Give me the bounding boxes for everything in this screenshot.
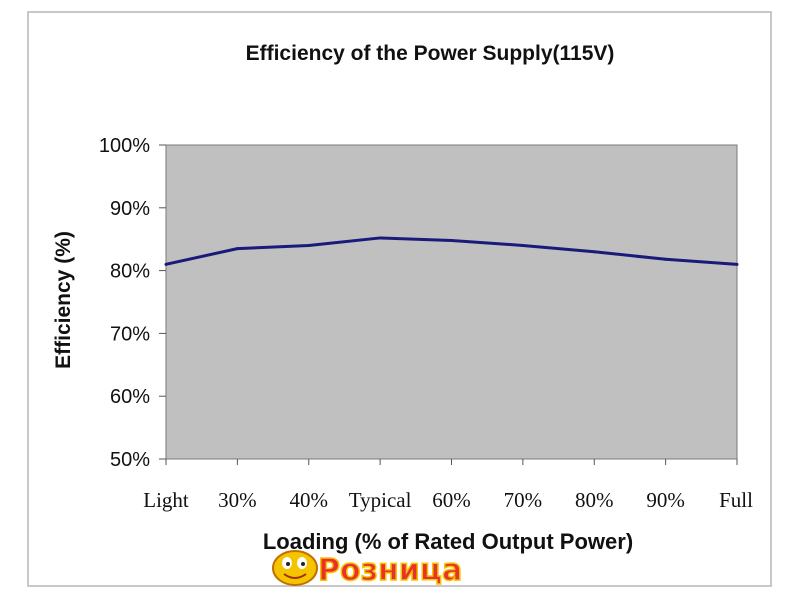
y-axis: 50% 60% 70% 80% 90% 100% [99, 135, 166, 471]
data-point [592, 250, 596, 254]
chart-title: Efficiency of the Power Supply(115V) [246, 42, 615, 65]
x-tick-label: 30% [218, 488, 257, 512]
x-tick-label: Full [719, 488, 753, 512]
data-point [307, 243, 311, 247]
data-point [164, 262, 168, 266]
y-tick-label: 70% [110, 323, 150, 345]
data-point [521, 243, 525, 247]
data-point [378, 236, 382, 240]
series-layer [164, 236, 739, 266]
x-axis-label: Loading (% of Rated Output Power) [263, 529, 633, 554]
x-tick-label: Light [143, 488, 189, 512]
x-axis: Light 30% 40% Typical 60% 70% 80% 90% Full [143, 459, 753, 512]
y-tick-label: 50% [110, 449, 150, 471]
data-point [735, 262, 739, 266]
x-tick-label: 80% [575, 488, 614, 512]
mascot-icon [272, 550, 318, 586]
watermark-logo: Розница [272, 550, 463, 589]
x-tick-label: 90% [646, 488, 685, 512]
x-tick-label: Typical [349, 488, 412, 512]
data-point [235, 247, 239, 251]
x-tick-label: 70% [504, 488, 543, 512]
y-tick-label: 60% [110, 386, 150, 408]
y-tick-label: 100% [99, 135, 150, 157]
data-point [664, 257, 668, 261]
y-tick-label: 90% [110, 198, 150, 220]
x-tick-label: 60% [432, 488, 471, 512]
y-tick-label: 80% [110, 261, 150, 283]
watermark-text: Розница [318, 553, 462, 588]
x-tick-label: 40% [290, 488, 329, 512]
plot-area [165, 144, 738, 460]
data-point [450, 238, 453, 242]
y-axis-label: Efficiency (%) [52, 231, 75, 369]
